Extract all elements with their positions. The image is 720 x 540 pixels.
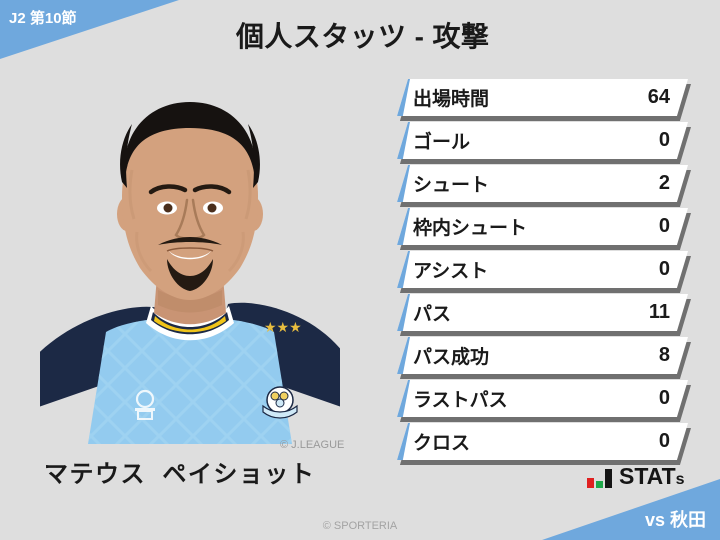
svg-text:★★★: ★★★ xyxy=(264,319,302,335)
